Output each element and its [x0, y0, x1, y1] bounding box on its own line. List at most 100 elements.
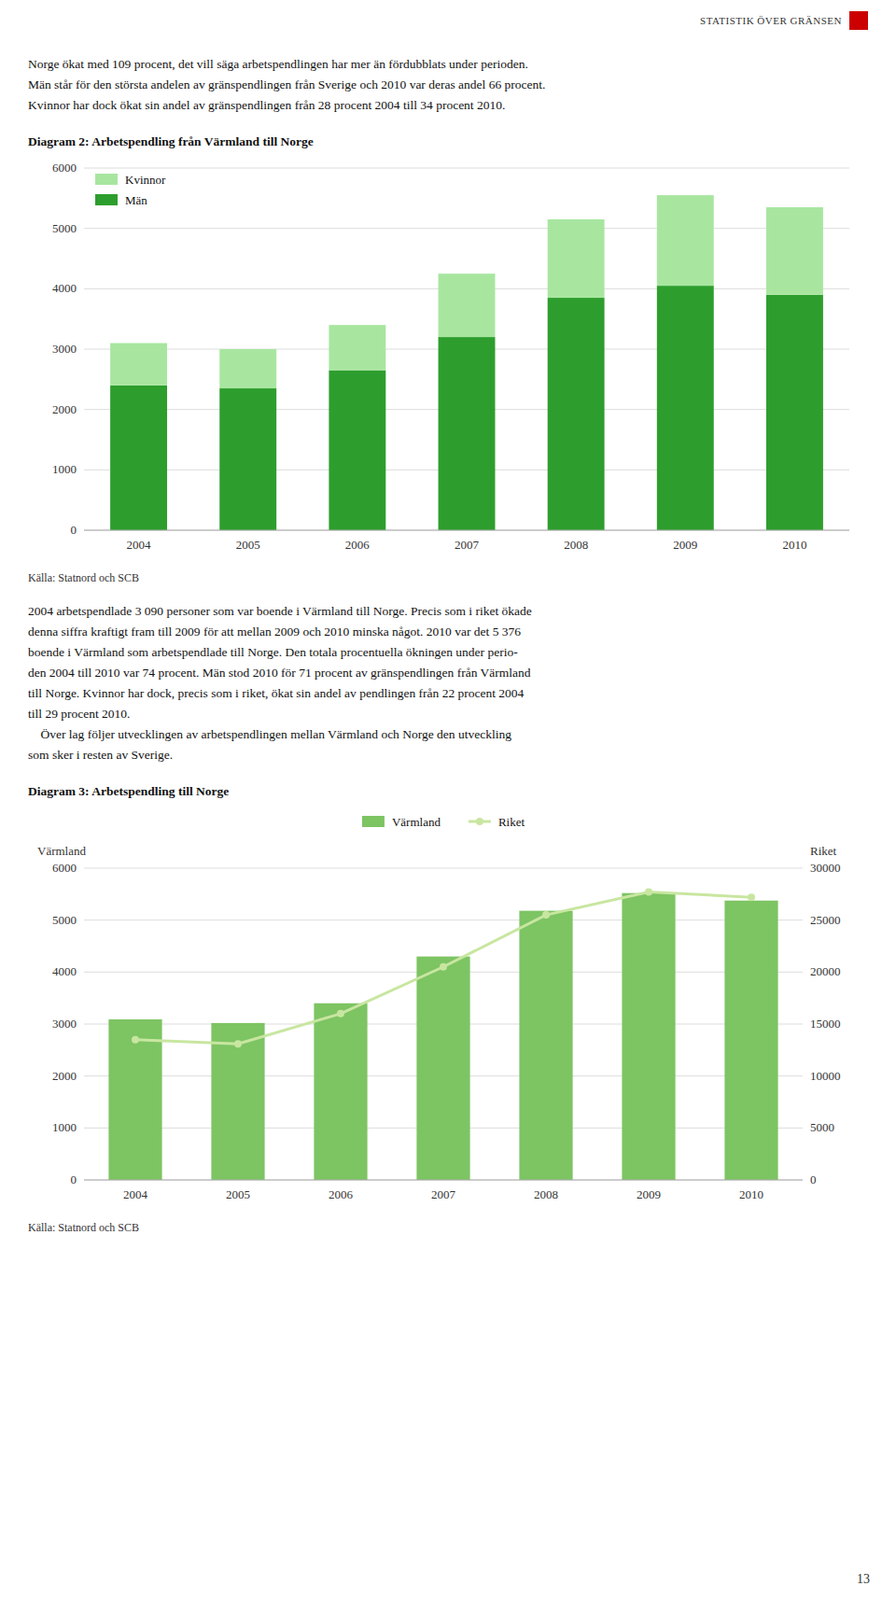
y2-tick-label: 10000 — [810, 1068, 841, 1083]
bar — [438, 336, 496, 531]
marker — [439, 963, 448, 971]
legend-marker — [476, 817, 484, 826]
bar — [438, 273, 496, 337]
y2-tick-label: 20000 — [810, 964, 841, 979]
body-line: som sker i resten av Sverige. — [28, 744, 868, 766]
marker — [747, 893, 756, 901]
bar — [210, 1022, 265, 1180]
header-text: STATISTIK ÖVER GRÄNSEN — [700, 14, 842, 27]
legend-swatch — [95, 173, 118, 185]
y-axis-label: Värmland — [37, 843, 86, 858]
y-tick-label: 4000 — [52, 964, 77, 979]
x-axis-line — [84, 530, 850, 532]
legend-label: Män — [125, 193, 148, 208]
x-tick-label: 2006 — [345, 537, 371, 552]
x-tick-label: 2004 — [123, 1187, 149, 1202]
x-tick-label: 2006 — [328, 1187, 354, 1202]
marker — [644, 888, 653, 896]
grid — [84, 868, 803, 1180]
y-tick-label: 2000 — [52, 402, 77, 417]
bar — [547, 297, 605, 531]
chart: 0100020003000400050006000200420052006200… — [28, 153, 868, 564]
y2-tick-label: 30000 — [810, 860, 841, 875]
y2-tick-label: 5000 — [810, 1120, 835, 1134]
body-line: denna siffra kraftigt fram till 2009 för… — [28, 621, 868, 643]
x-tick-label: 2007 — [454, 537, 480, 552]
grid-line — [84, 868, 803, 869]
body-line: Kvinnor har dock ökat sin andel av gräns… — [28, 95, 868, 116]
bar — [657, 285, 714, 531]
grid-line — [84, 1179, 803, 1181]
body-line: till 29 procent 2010. — [28, 703, 868, 725]
page-number: 13 — [856, 1571, 870, 1587]
body-line: den 2004 till 2010 var 74 procent. Män s… — [28, 662, 868, 684]
header-box — [849, 11, 868, 30]
bar — [108, 1019, 162, 1180]
legend-label: Värmland — [392, 814, 441, 829]
y-tick-label: 3000 — [52, 341, 77, 356]
bar — [416, 956, 470, 1180]
bar — [313, 1003, 367, 1180]
body-line: Över lag följer utvecklingen av arbetspe… — [28, 724, 868, 745]
body-line: till Norge. Kvinnor har dock, precis som… — [28, 683, 868, 704]
y-tick-label: 3000 — [52, 1016, 77, 1031]
legend-swatch — [362, 815, 385, 827]
x-tick-label: 2005 — [236, 537, 261, 552]
grid-line — [84, 919, 803, 921]
bar — [724, 900, 778, 1180]
y-tick-label: 5000 — [52, 912, 77, 927]
x-tick-label: 2009 — [636, 1187, 661, 1202]
x-tick-label: 2010 — [782, 537, 807, 552]
body-line: 2004 arbetspendlade 3 090 personer som v… — [28, 601, 868, 622]
marker — [336, 1009, 345, 1018]
body-line: boende i Värmland som arbetspendlade til… — [28, 642, 868, 663]
y2-tick-label: 15000 — [810, 1016, 841, 1031]
grid-line — [84, 227, 850, 229]
y-tick-label: 0 — [70, 522, 78, 537]
x-axis-line — [84, 1179, 803, 1181]
body-line: Norge ökat med 109 procent, det vill säg… — [28, 54, 868, 75]
bar — [219, 388, 277, 531]
x-tick-label: 2009 — [672, 537, 698, 552]
chart-title: Diagram 3: Arbetspendling till Norge — [28, 780, 868, 803]
y-tick-label: 1000 — [52, 462, 77, 476]
legend-label: Riket — [498, 814, 526, 829]
y-tick-label: 2000 — [52, 1068, 77, 1083]
bar — [219, 349, 277, 389]
bar — [328, 370, 386, 531]
y2-tick-label: 0 — [810, 1172, 817, 1187]
grid-line — [84, 530, 850, 532]
marks — [108, 888, 778, 1180]
bar — [547, 219, 605, 298]
legend-label: Kvinnor — [125, 172, 167, 187]
body-line: Män står för den största andelen av grän… — [28, 74, 868, 96]
source: Källa: Statnord och SCB — [28, 567, 868, 588]
grid-line — [84, 168, 850, 169]
legend: Värmland Riket — [362, 814, 526, 829]
x-tick-label: 2010 — [739, 1187, 764, 1202]
chart-title: Diagram 2: Arbetspendling från Värmland … — [28, 130, 868, 154]
y-tick-label: 4000 — [52, 280, 77, 295]
bar — [621, 893, 675, 1180]
bar — [657, 195, 714, 286]
bar — [328, 324, 386, 371]
marker — [542, 910, 550, 919]
chart: 0 1000 2000 3000 4000 5000 6000 0 5000 10000 15000… — [28, 802, 868, 1214]
bar — [110, 343, 168, 386]
line — [135, 892, 752, 1045]
source: Källa: Statnord och SCB — [28, 1217, 868, 1238]
bar — [518, 910, 573, 1180]
y-tick-label: 0 — [70, 1172, 78, 1187]
x-tick-label: 2004 — [126, 537, 153, 552]
y-tick-label: 6000 — [52, 860, 77, 875]
marks — [110, 195, 824, 531]
x-tick-label: 2008 — [533, 1187, 559, 1202]
bar — [110, 385, 168, 531]
legend-swatch — [95, 194, 118, 206]
y2-tick-label: 25000 — [810, 912, 841, 927]
x-tick-label: 2008 — [563, 537, 588, 552]
y-tick-label: 1000 — [52, 1120, 77, 1134]
bar — [766, 207, 824, 295]
marker — [131, 1036, 140, 1044]
body-text: 2004 arbetspendlade 3 090 personer som v… — [28, 601, 868, 766]
